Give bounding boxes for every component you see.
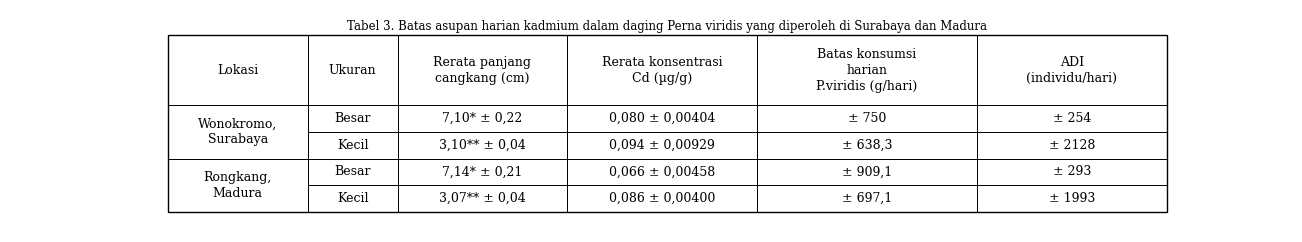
Bar [397,132,568,159]
Text: 0,080 ± 0,00404: 0,080 ± 0,00404 [609,112,716,125]
Bar [758,106,976,132]
Text: 0,094 ± 0,00929: 0,094 ± 0,00929 [609,139,715,152]
Text: ADI
(individu/hari): ADI (individu/hari) [1026,55,1117,84]
Text: 0,086 ± 0,00400: 0,086 ± 0,00400 [609,192,716,205]
Bar [568,132,758,159]
Text: 3,07** ± 0,04: 3,07** ± 0,04 [439,192,526,205]
Bar [397,35,568,106]
Text: 7,10* ± 0,22: 7,10* ± 0,22 [443,112,522,125]
Text: ± 909,1: ± 909,1 [842,165,892,178]
Bar [168,159,307,212]
Bar [307,106,397,132]
Bar [976,35,1167,106]
Text: Batas konsumsi
harian
P.viridis (g/hari): Batas konsumsi harian P.viridis (g/hari) [816,47,918,92]
Bar [307,185,397,212]
Bar [976,106,1167,132]
Text: ± 254: ± 254 [1052,112,1091,125]
Text: Wonokromo,
Surabaya: Wonokromo, Surabaya [198,118,277,146]
Text: Kecil: Kecil [337,139,368,152]
Text: Rerata konsentrasi
Cd (µg/g): Rerata konsentrasi Cd (µg/g) [602,55,723,84]
Text: ± 750: ± 750 [848,112,887,125]
Bar [307,35,397,106]
Bar [758,35,976,106]
Text: Kecil: Kecil [337,192,368,205]
Text: ± 697,1: ± 697,1 [842,192,892,205]
Bar [568,35,758,106]
Bar [758,132,976,159]
Bar [568,185,758,212]
Text: ± 1993: ± 1993 [1048,192,1095,205]
Bar [397,185,568,212]
Bar [397,106,568,132]
Text: Rerata panjang
cangkang (cm): Rerata panjang cangkang (cm) [434,55,531,84]
Text: Besar: Besar [335,165,371,178]
Bar [758,159,976,185]
Text: 0,066 ± 0,00458: 0,066 ± 0,00458 [609,165,715,178]
Text: ± 293: ± 293 [1052,165,1091,178]
Text: 7,14* ± 0,21: 7,14* ± 0,21 [443,165,522,178]
Bar [568,159,758,185]
Text: Ukuran: Ukuran [329,64,376,76]
Text: Rongkang,
Madura: Rongkang, Madura [203,171,272,200]
Bar [976,185,1167,212]
Bar [168,35,307,106]
Bar [307,132,397,159]
Text: ± 638,3: ± 638,3 [842,139,892,152]
Bar [976,132,1167,159]
Bar [758,185,976,212]
Bar [307,159,397,185]
Text: Tabel 3. Batas asupan harian kadmium dalam daging Perna viridis yang diperoleh d: Tabel 3. Batas asupan harian kadmium dal… [348,20,987,33]
Text: Besar: Besar [335,112,371,125]
Bar [568,106,758,132]
Text: Lokasi: Lokasi [217,64,258,76]
Bar [397,159,568,185]
Text: ± 2128: ± 2128 [1048,139,1095,152]
Text: 3,10** ± 0,04: 3,10** ± 0,04 [439,139,526,152]
Bar [168,106,307,159]
Bar [976,159,1167,185]
